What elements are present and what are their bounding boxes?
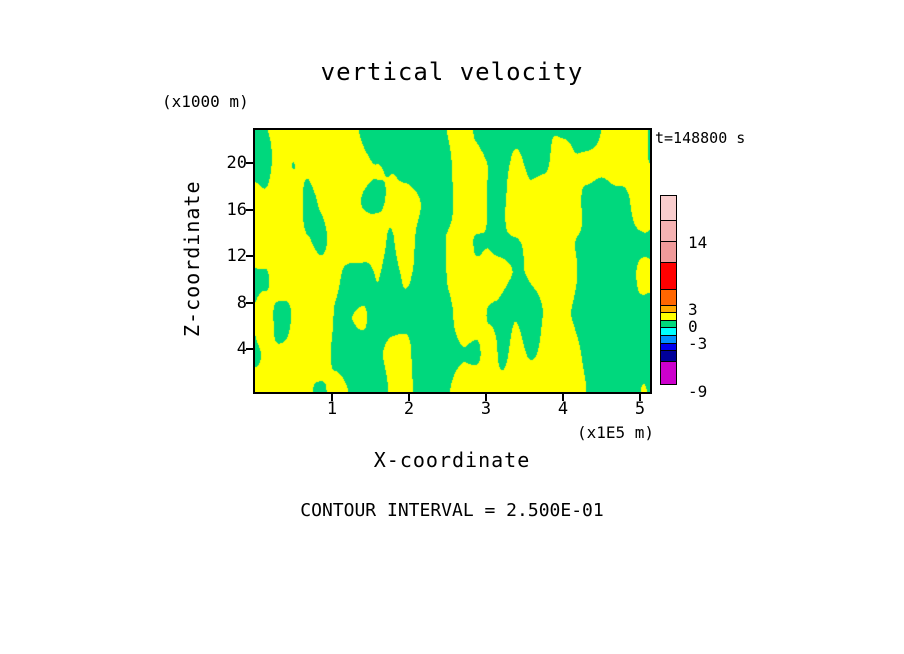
colorbar-label: -9 bbox=[688, 382, 708, 401]
colorbar-segment bbox=[660, 361, 677, 385]
x-tick-label: 1 bbox=[326, 399, 338, 419]
x-tick-label: 2 bbox=[403, 399, 415, 419]
y-tick-label: 4 bbox=[236, 339, 247, 359]
x-tick-mark bbox=[639, 394, 641, 401]
chart-title: vertical velocity bbox=[320, 58, 584, 86]
x-tick-mark bbox=[562, 394, 564, 401]
x-axis-unit-label: (x1E5 m) bbox=[576, 423, 654, 442]
colorbar-segment bbox=[660, 262, 677, 290]
y-tick-label: 16 bbox=[226, 199, 247, 220]
colorbar-label: 3 bbox=[688, 300, 698, 319]
footer-contour-interval: CONTOUR INTERVAL = 2.500E-01 bbox=[300, 500, 604, 521]
x-tick-mark bbox=[331, 394, 333, 401]
colorbar-label: 0 bbox=[688, 317, 698, 336]
colorbar-segment bbox=[660, 241, 677, 263]
plot-area bbox=[253, 128, 652, 394]
y-tick-label: 8 bbox=[236, 292, 247, 313]
colorbar-segment bbox=[660, 220, 677, 242]
y-tick-mark bbox=[246, 301, 253, 304]
x-axis-label: X-coordinate bbox=[373, 448, 531, 472]
y-axis-label: Z-coordinate bbox=[180, 180, 204, 338]
x-tick-label: 3 bbox=[480, 399, 492, 419]
x-tick-mark bbox=[408, 394, 410, 401]
time-label: t=148800 s bbox=[655, 129, 746, 147]
colorbar-segment bbox=[660, 289, 677, 306]
y-tick-label: 20 bbox=[226, 153, 247, 173]
y-tick-mark bbox=[246, 208, 253, 211]
x-tick-label: 5 bbox=[634, 399, 646, 419]
y-tick-label: 12 bbox=[226, 246, 247, 266]
colorbar-label: 14 bbox=[688, 233, 708, 252]
colorbar-segment bbox=[660, 195, 677, 221]
colorbar-label: -3 bbox=[688, 334, 708, 353]
y-axis-unit-label: (x1000 m) bbox=[162, 92, 249, 111]
x-tick-label: 4 bbox=[557, 399, 569, 419]
x-tick-mark bbox=[485, 394, 487, 401]
y-tick-mark bbox=[246, 255, 253, 257]
colorbar bbox=[660, 195, 677, 385]
contour-canvas bbox=[255, 130, 650, 392]
y-tick-mark bbox=[246, 162, 253, 164]
y-tick-mark bbox=[246, 348, 253, 350]
